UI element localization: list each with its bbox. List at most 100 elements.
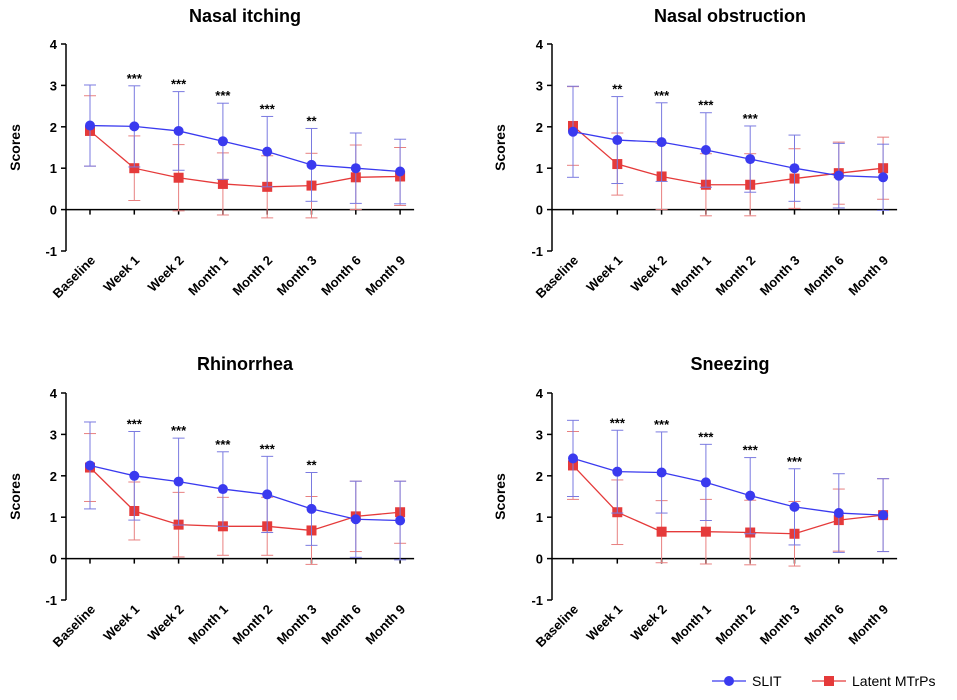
x-tick-label-baseline: Baseline [50,602,98,650]
y-tick-label: 2 [50,469,57,484]
y-tick-label: 2 [50,120,57,135]
point-slit [262,489,272,499]
x-tick-label-month-2: Month 2 [712,602,758,648]
y-tick-label: 2 [536,120,543,135]
y-tick-label: -1 [531,593,543,608]
y-tick-label: 0 [50,203,57,218]
point-slit [612,135,622,145]
point-slit [174,126,184,136]
x-tick-label-month-6: Month 6 [801,602,847,648]
significance-label: *** [171,77,187,92]
point-slit [351,514,361,524]
significance-label: *** [698,98,714,113]
x-tick-label-month-3: Month 3 [274,253,320,299]
x-tick-label-month-9: Month 9 [845,253,891,299]
x-tick-label-week-1: Week 1 [583,602,625,644]
y-tick-label: 4 [536,37,544,52]
significance-label: *** [215,88,231,103]
y-tick-label: 1 [536,510,543,525]
point-latent-mtrps [218,179,228,189]
y-tick-label: 3 [50,78,57,93]
x-tick-label-month-1: Month 1 [668,253,714,299]
y-tick-label: 1 [50,510,57,525]
y-tick-label: 3 [536,427,543,442]
legend-slit-label: SLIT [752,673,782,689]
significance-label: *** [787,454,803,469]
significance-label: ** [612,82,623,97]
panel-nasal-itching: Nasal itching Scores -1 0 1 2 3 4 Baseline Week 1… [7,6,414,301]
x-tick-label-month-9: Month 9 [362,253,408,299]
significance-label: *** [215,437,231,452]
panel-title: Rhinorrhea [197,354,294,374]
x-tick-label-month-2: Month 2 [712,253,758,299]
legend-slit-marker [724,676,734,686]
x-tick-label-month-9: Month 9 [845,602,891,648]
point-slit [790,502,800,512]
figure-svg: Nasal itchingScores-101234Baseline Week 1… [0,0,957,695]
significance-label: ** [306,457,317,472]
significance-label: *** [260,101,276,116]
point-slit [745,491,755,501]
point-slit [834,171,844,181]
significance-label: *** [698,429,714,444]
x-tick-label-month-3: Month 3 [274,602,320,648]
y-tick-label: 0 [536,552,543,567]
point-slit [85,460,95,470]
panel-title: Nasal obstruction [654,6,806,26]
y-tick-label: 2 [536,469,543,484]
point-slit [701,145,711,155]
x-tick-label-week-1: Week 1 [583,253,625,295]
y-tick-label: 4 [50,37,58,52]
series-line-slit [573,458,883,515]
y-axis-label: Scores [492,124,508,171]
point-slit [218,136,228,146]
x-tick-label-month-6: Month 6 [801,253,847,299]
y-tick-label: 3 [536,78,543,93]
y-axis-label: Scores [7,124,23,171]
point-slit [174,477,184,487]
x-tick-label-month-1: Month 1 [668,602,714,648]
y-tick-label: -1 [45,244,57,259]
x-tick-label-month-2: Month 2 [229,253,275,299]
x-tick-label-month-3: Month 3 [757,602,803,648]
x-tick-label-month-2: Month 2 [229,602,275,648]
significance-label: *** [171,423,187,438]
point-latent-mtrps [174,173,184,183]
point-slit [878,172,888,182]
point-latent-mtrps [657,527,667,537]
y-tick-label: 1 [50,161,57,176]
point-slit [745,154,755,164]
x-tick-label-week-1: Week 1 [100,253,142,295]
x-tick-label-baseline: Baseline [533,602,581,650]
x-tick-label-week-2: Week 2 [628,253,670,295]
x-tick-label-month-1: Month 1 [185,253,231,299]
x-tick-label-baseline: Baseline [50,253,98,301]
point-slit [307,160,317,170]
x-tick-label-week-2: Week 2 [628,602,670,644]
x-tick-label-month-6: Month 6 [318,602,364,648]
point-slit [568,127,578,137]
y-tick-label: 1 [536,161,543,176]
significance-label: *** [127,71,143,86]
x-tick-label-week-2: Week 2 [145,253,187,295]
significance-label: *** [610,415,626,430]
point-slit [701,477,711,487]
y-axis-label: Scores [7,473,23,520]
legend: SLIT Latent MTrPs [712,673,936,689]
point-slit [790,163,800,173]
point-slit [262,147,272,157]
point-slit [612,467,622,477]
point-slit [218,484,228,494]
y-tick-label: 0 [50,552,57,567]
significance-label: *** [654,417,670,432]
point-slit [129,121,139,131]
y-tick-label: -1 [45,593,57,608]
legend-mtrps-marker [824,676,834,686]
x-tick-label-week-1: Week 1 [100,602,142,644]
point-slit [568,453,578,463]
panel-sneezing: Sneezing Scores -1 0 1 2 3 4 Baseline Week 1 Week … [492,354,897,650]
significance-label: *** [260,441,276,456]
y-tick-label: 0 [536,203,543,218]
point-slit [85,121,95,131]
y-axis-label: Scores [492,473,508,520]
